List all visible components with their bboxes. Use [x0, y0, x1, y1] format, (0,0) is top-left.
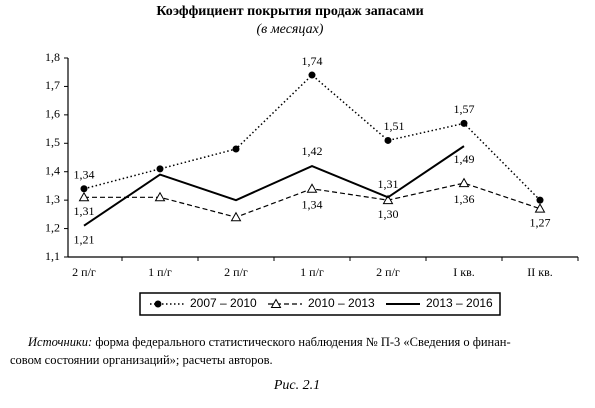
value-label: 1,30 — [378, 207, 399, 221]
chart-title: Коэффициент покрытия продаж запасами — [156, 4, 423, 19]
legend-marker — [270, 298, 282, 308]
y-tick-label: 1,7 — [45, 78, 60, 92]
marker — [536, 196, 544, 204]
source-line: форма федерального статистического наблю… — [95, 335, 510, 349]
value-label: 1,21 — [74, 232, 95, 246]
value-label: 1,31 — [378, 177, 399, 191]
x-tick-label: I кв. — [453, 265, 475, 279]
y-tick-label: 1,5 — [45, 135, 60, 149]
value-label: 1,36 — [454, 192, 475, 206]
value-label: 1,51 — [384, 119, 405, 133]
marker — [460, 119, 468, 127]
value-label: 1,74 — [302, 54, 323, 68]
marker — [80, 185, 88, 193]
y-tick-label: 1,1 — [45, 249, 60, 263]
y-tick-label: 1,3 — [45, 192, 60, 206]
y-tick-label: 1,6 — [45, 107, 60, 121]
value-label: 1,57 — [454, 102, 475, 116]
caption: Рис. 2.1 — [273, 378, 320, 393]
x-tick-label: 2 п/г — [224, 265, 248, 279]
series-line — [83, 74, 541, 201]
marker — [154, 191, 166, 202]
marker — [156, 165, 164, 173]
legend-marker — [154, 300, 162, 308]
value-label: 1,49 — [454, 152, 475, 166]
value-label: 1,42 — [302, 144, 323, 158]
marker — [308, 71, 316, 79]
legend-box — [139, 292, 501, 316]
source-label: Источники: — [27, 335, 92, 349]
marker — [534, 203, 546, 213]
chart-subtitle: (в месяцах) — [257, 22, 324, 37]
marker — [232, 145, 240, 153]
marker — [78, 191, 90, 202]
legend-label: 2013 – 2016 — [426, 296, 493, 310]
legend-label: 2010 – 2013 — [308, 296, 375, 310]
value-label: 1,27 — [530, 215, 551, 229]
x-tick-label: 2 п/г — [376, 265, 400, 279]
marker — [458, 177, 470, 188]
marker — [230, 211, 242, 222]
legend-label: 2007 – 2010 — [190, 296, 257, 310]
series-line — [83, 145, 465, 227]
marker — [306, 183, 318, 193]
marker — [384, 136, 392, 144]
source-line: совом состоянии организаций»; расчеты ав… — [10, 353, 273, 367]
x-tick-label: 2 п/г — [72, 265, 96, 279]
value-label: 1,34 — [74, 168, 95, 182]
x-tick-label: 1 п/г — [148, 265, 172, 279]
x-tick-label: 1 п/г — [300, 265, 324, 279]
y-tick-label: 1,4 — [45, 163, 60, 177]
y-tick-label: 1,2 — [45, 220, 60, 234]
value-label: 1,31 — [74, 204, 95, 218]
x-tick-label: II кв. — [527, 265, 553, 279]
y-tick-label: 1,8 — [45, 50, 60, 64]
source: Источники: форма федерального статистиче… — [27, 335, 511, 349]
marker — [382, 194, 394, 205]
value-label: 1,34 — [302, 198, 323, 212]
